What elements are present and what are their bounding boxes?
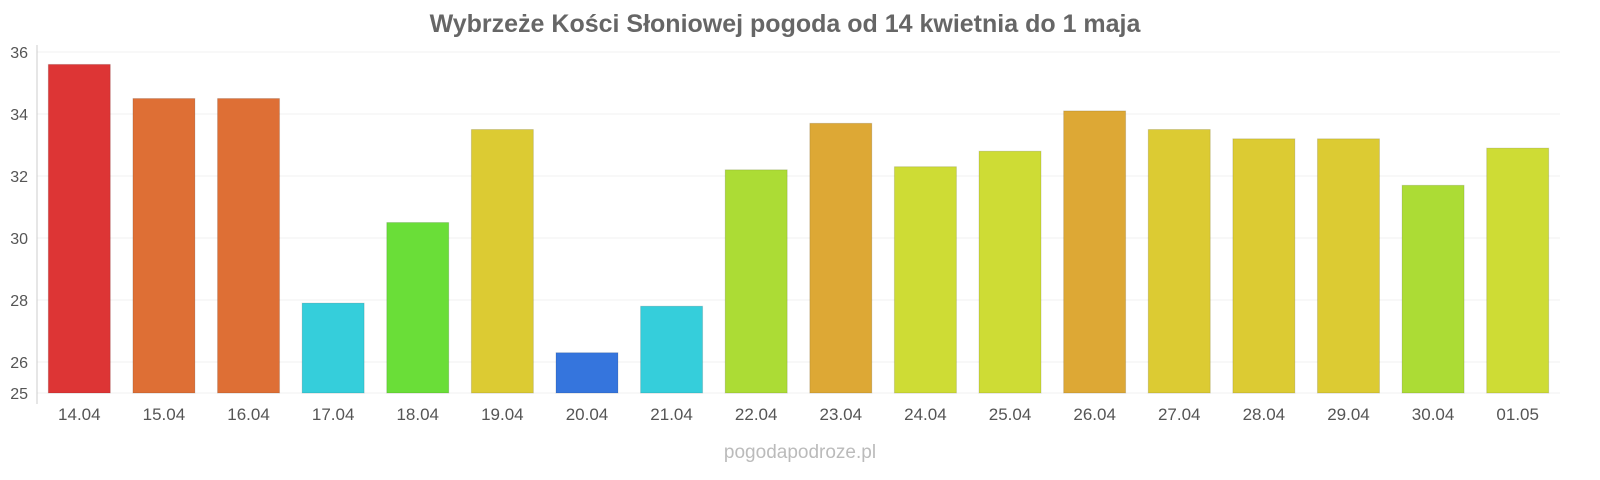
bar-30.04[interactable] <box>1401 184 1465 394</box>
x-tick-label: 14.04 <box>58 405 101 424</box>
x-tick-label: 01.05 <box>1496 405 1539 424</box>
x-tick-label: 29.04 <box>1327 405 1370 424</box>
bar-17.04[interactable] <box>301 302 365 394</box>
y-tick-label: 36 <box>10 45 28 62</box>
y-tick-label: 26 <box>10 355 28 372</box>
y-tick-label: 25 <box>10 386 28 403</box>
x-tick-label: 25.04 <box>989 405 1032 424</box>
bar-28.04[interactable] <box>1232 138 1296 394</box>
x-tick-label: 28.04 <box>1243 405 1286 424</box>
x-tick-label: 24.04 <box>904 405 947 424</box>
bar-19.04[interactable] <box>470 129 534 394</box>
bar-24.04[interactable] <box>893 166 957 394</box>
y-tick-label: 30 <box>10 231 28 248</box>
bar-23.04[interactable] <box>809 122 873 394</box>
bar-18.04[interactable] <box>386 222 450 394</box>
chart-title: Wybrzeże Kości Słoniowej pogoda od 14 kw… <box>430 10 1142 38</box>
x-tick-label: 22.04 <box>735 405 778 424</box>
x-tick-label: 17.04 <box>312 405 355 424</box>
x-tick-label: 30.04 <box>1412 405 1455 424</box>
bar-16.04[interactable] <box>217 98 281 394</box>
bar-27.04[interactable] <box>1147 129 1211 394</box>
bar-26.04[interactable] <box>1063 110 1127 394</box>
bar-21.04[interactable] <box>640 305 704 394</box>
y-tick-label: 34 <box>10 107 28 124</box>
y-tick-label: 28 <box>10 293 28 310</box>
x-tick-label: 16.04 <box>227 405 270 424</box>
bar-22.04[interactable] <box>724 169 788 394</box>
x-tick-label: 20.04 <box>566 405 609 424</box>
credit-text: pogodapodroze.pl <box>724 442 876 463</box>
x-tick-label: 15.04 <box>143 405 186 424</box>
x-tick-label: 21.04 <box>650 405 693 424</box>
bar-15.04[interactable] <box>132 98 196 394</box>
bar-29.04[interactable] <box>1316 138 1380 394</box>
x-tick-label: 26.04 <box>1073 405 1116 424</box>
bar-01.05[interactable] <box>1486 147 1550 394</box>
x-tick-label: 27.04 <box>1158 405 1201 424</box>
x-tick-label: 23.04 <box>820 405 863 424</box>
x-tick-label: 19.04 <box>481 405 524 424</box>
y-tick-label: 32 <box>10 169 28 186</box>
bar-14.04[interactable] <box>47 63 111 394</box>
bar-25.04[interactable] <box>978 150 1042 394</box>
x-tick-label: 18.04 <box>396 405 439 424</box>
bar-20.04[interactable] <box>555 352 619 394</box>
